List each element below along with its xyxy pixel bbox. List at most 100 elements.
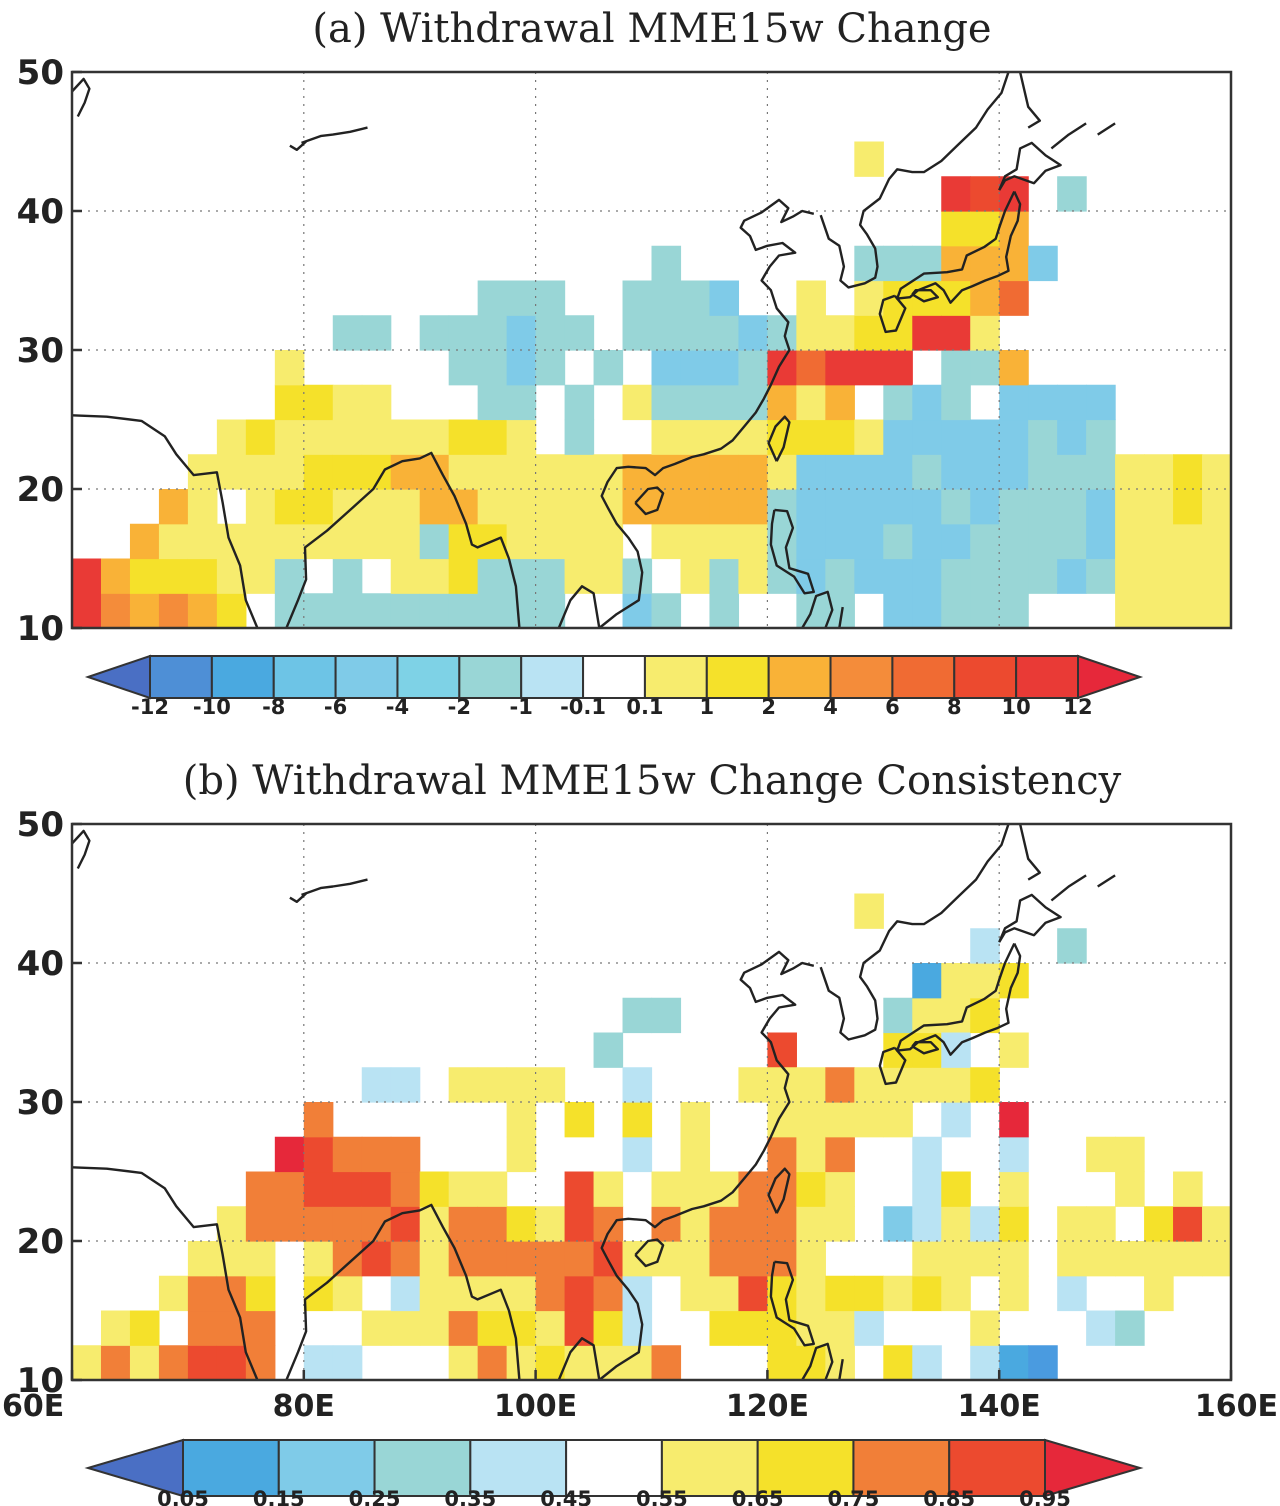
grid-cell	[854, 280, 884, 316]
grid-cell	[854, 893, 884, 929]
grid-cell	[129, 1345, 160, 1381]
grid-cell	[1028, 489, 1058, 525]
coastline	[1018, 823, 1042, 881]
colorbar-swatch	[149, 655, 213, 699]
grid-cell	[332, 419, 363, 455]
grid-cell	[535, 523, 566, 560]
colorbar-label: -8	[262, 695, 285, 719]
grid-cell	[332, 523, 363, 560]
grid-cell	[303, 454, 334, 490]
grid-cell	[1115, 1171, 1145, 1207]
grid-cell	[477, 454, 508, 490]
grid-cell	[72, 558, 102, 594]
coastline	[289, 892, 307, 903]
grid-cell	[216, 454, 247, 490]
grid-cell	[535, 1275, 566, 1312]
coastline	[838, 1359, 844, 1381]
y-tick-label: 10	[17, 1361, 64, 1401]
colorbar-label: 0.05	[157, 1487, 209, 1506]
grid-cell	[1144, 454, 1174, 490]
grid-cell	[1144, 489, 1174, 525]
grid-cell	[796, 1275, 826, 1312]
panel-b-title: (b) Withdrawal MME15w Change Consistency	[183, 758, 1122, 804]
grid-cell	[477, 350, 508, 386]
grid-cell	[448, 1067, 479, 1103]
coastline	[285, 451, 521, 629]
y-tick-label: 10	[17, 609, 64, 649]
grid-cell	[245, 1171, 276, 1207]
colorbar-label: 10	[1002, 695, 1031, 719]
grid-cell	[767, 1345, 797, 1381]
grid-cell	[767, 454, 797, 490]
grid-cell	[970, 211, 1000, 247]
grid-cell	[187, 1275, 218, 1312]
coastline	[911, 289, 939, 303]
grid-cell	[332, 1241, 363, 1277]
colorbar-label: -2	[448, 695, 471, 719]
grid-cell	[477, 593, 508, 629]
coastline	[71, 414, 259, 629]
grid-cell	[187, 593, 218, 629]
grid-cell	[332, 593, 363, 629]
grid-cell	[738, 1310, 768, 1346]
y-tick-label: 30	[17, 331, 64, 371]
grid-cell	[854, 1310, 884, 1346]
grid-cell	[912, 1171, 942, 1207]
grid-cell	[535, 489, 566, 525]
grid-cell	[506, 593, 537, 629]
y-tick-label: 40	[17, 192, 64, 232]
grid-cell	[709, 1310, 740, 1346]
coastline	[769, 508, 815, 595]
grid-cell	[999, 1275, 1029, 1312]
grid-cell	[825, 315, 855, 351]
grid-cell	[477, 1310, 508, 1346]
grid-cell	[1144, 1206, 1174, 1242]
coastline	[598, 950, 815, 1381]
grid-cell	[941, 211, 971, 247]
grid-cell	[941, 1067, 971, 1103]
grid-cell	[738, 454, 768, 490]
grid-cell	[941, 315, 971, 351]
grid-cell	[506, 419, 537, 455]
grid-cell	[622, 1067, 653, 1103]
x-tick-label: 140E	[958, 1389, 1041, 1424]
coastline	[1018, 71, 1042, 129]
grid-cell	[1028, 558, 1058, 594]
coastline	[878, 294, 907, 334]
grid-cell	[361, 1136, 392, 1173]
y-tick-label: 50	[17, 805, 64, 845]
colorbar-label: 1	[699, 695, 714, 719]
coastline	[819, 823, 1010, 1041]
coastline	[801, 1342, 834, 1381]
grid-cell	[419, 1275, 450, 1312]
grid-cell	[709, 315, 740, 351]
grid-cell	[564, 1345, 595, 1381]
grid-cell	[970, 489, 1000, 525]
grid-cell	[796, 1067, 826, 1103]
grid-cell	[825, 419, 855, 455]
coastline	[896, 190, 1022, 304]
grid-cell	[158, 558, 189, 594]
grid-cell	[448, 315, 479, 351]
grid-cell	[941, 454, 971, 490]
grid-cell	[883, 1102, 913, 1138]
colorbar-swatch	[210, 655, 275, 699]
grid-cell	[767, 384, 797, 421]
grid-cell	[767, 1032, 797, 1068]
grid-cell	[767, 1136, 797, 1173]
grid-cell	[1173, 1206, 1203, 1242]
grid-cell	[970, 454, 1000, 490]
coastline	[801, 590, 834, 629]
grid-cell	[1028, 523, 1058, 560]
grid-cell	[796, 350, 826, 386]
grid-cell	[535, 454, 566, 490]
grid-cell	[651, 593, 682, 629]
grid-cell	[738, 350, 768, 386]
grid-cell	[593, 1310, 624, 1346]
grid-cell	[970, 928, 1000, 964]
grid-cell	[883, 1206, 913, 1242]
grid-cell	[1057, 523, 1087, 560]
grid-cell	[738, 489, 768, 525]
coastline	[301, 878, 368, 897]
grid-cell	[680, 1241, 711, 1277]
